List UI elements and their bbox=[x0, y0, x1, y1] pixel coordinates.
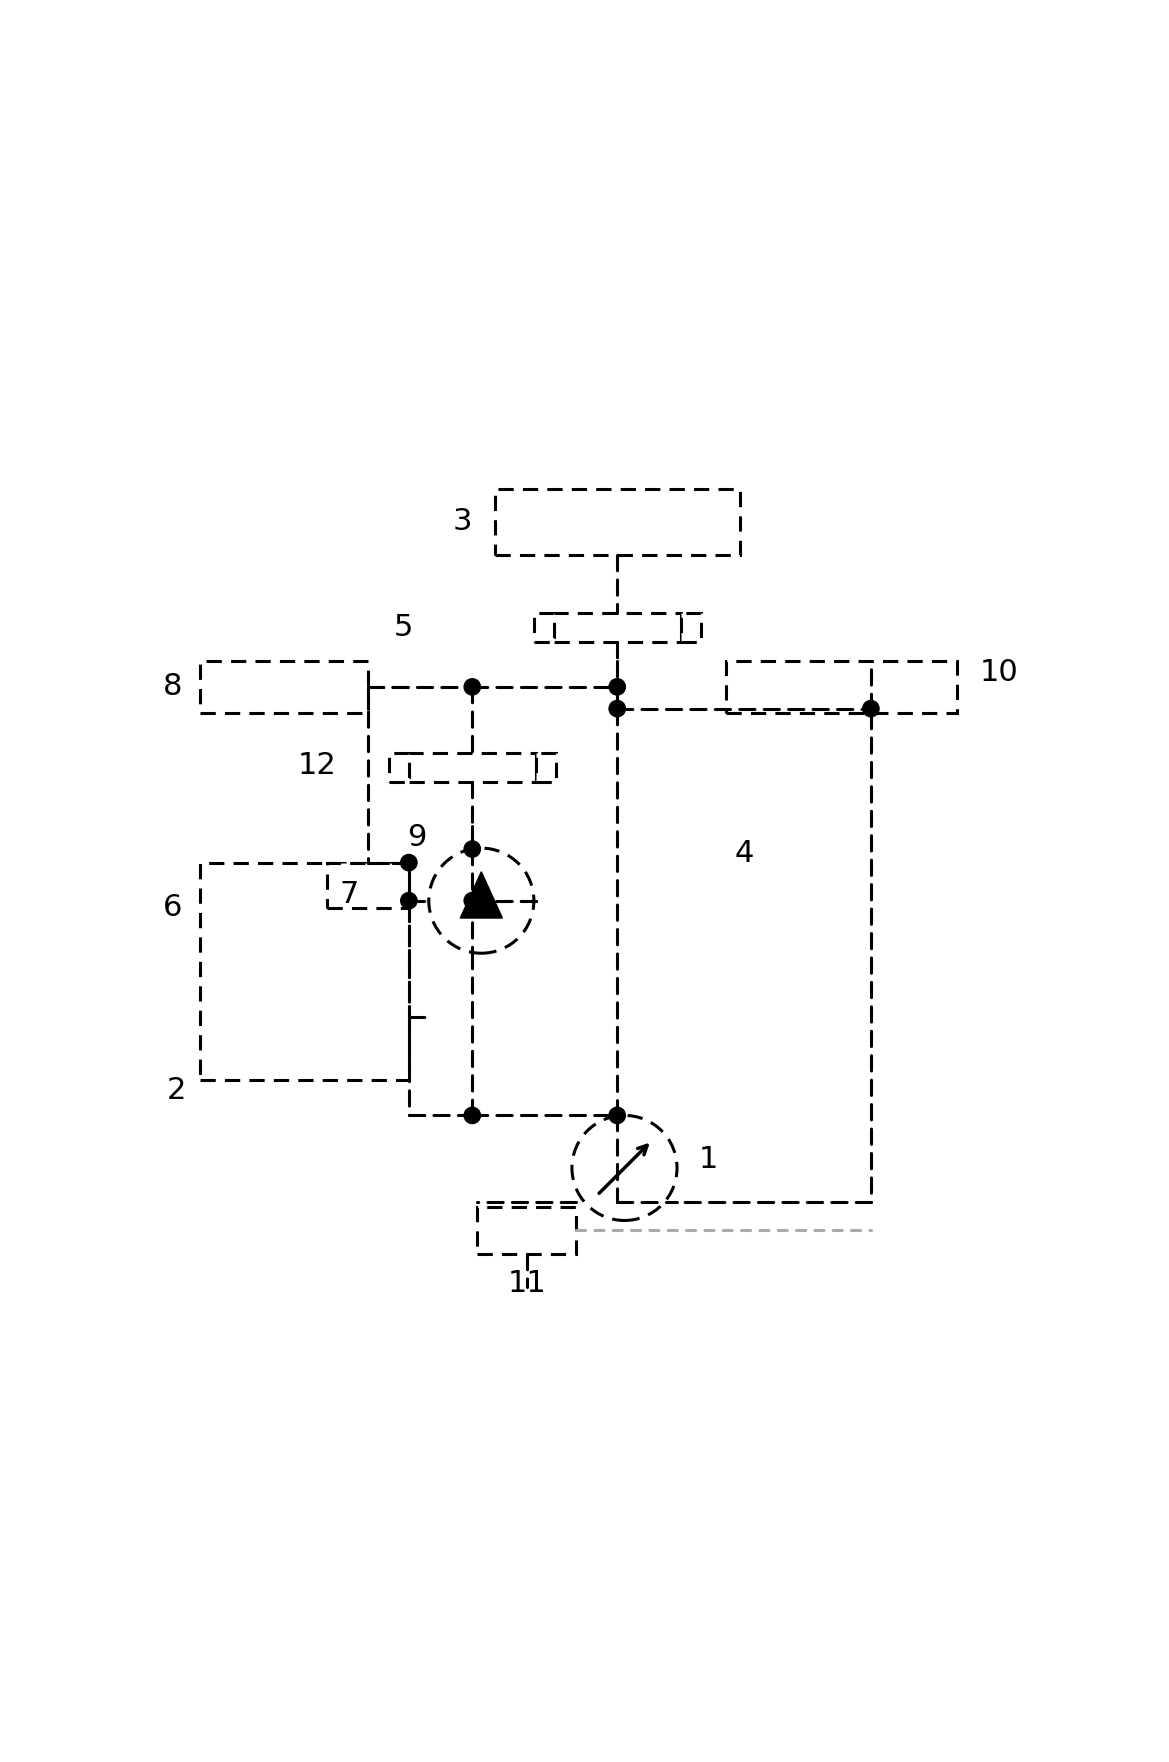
Text: 8: 8 bbox=[162, 673, 182, 701]
Bar bbox=[409, 752, 535, 782]
Text: 10: 10 bbox=[980, 657, 1018, 687]
Text: 6: 6 bbox=[162, 893, 182, 923]
Circle shape bbox=[401, 893, 417, 909]
Text: 12: 12 bbox=[298, 751, 337, 781]
Circle shape bbox=[572, 1115, 677, 1221]
Circle shape bbox=[609, 1107, 625, 1124]
Text: 11: 11 bbox=[507, 1269, 546, 1297]
Text: 7: 7 bbox=[340, 879, 359, 909]
Bar bbox=[389, 752, 409, 782]
Text: 4: 4 bbox=[735, 839, 754, 869]
Text: 5: 5 bbox=[394, 613, 414, 641]
Text: 1: 1 bbox=[699, 1145, 718, 1173]
Text: 2: 2 bbox=[167, 1077, 186, 1105]
Circle shape bbox=[464, 678, 480, 694]
Bar bbox=[680, 613, 700, 641]
Circle shape bbox=[464, 1107, 480, 1124]
Bar bbox=[554, 613, 680, 641]
Bar bbox=[726, 661, 957, 714]
Circle shape bbox=[401, 855, 417, 870]
Circle shape bbox=[464, 840, 480, 856]
Bar bbox=[494, 490, 740, 555]
Text: 3: 3 bbox=[452, 507, 472, 536]
Circle shape bbox=[863, 701, 879, 717]
Bar bbox=[535, 752, 555, 782]
Bar bbox=[477, 1207, 576, 1255]
Circle shape bbox=[464, 893, 480, 909]
Text: 9: 9 bbox=[408, 823, 427, 851]
Bar bbox=[201, 661, 368, 714]
Circle shape bbox=[429, 848, 534, 953]
Bar bbox=[327, 863, 409, 907]
Bar bbox=[534, 613, 554, 641]
Circle shape bbox=[609, 678, 625, 694]
Circle shape bbox=[609, 701, 625, 717]
Polygon shape bbox=[461, 872, 503, 918]
Bar bbox=[201, 863, 409, 1080]
